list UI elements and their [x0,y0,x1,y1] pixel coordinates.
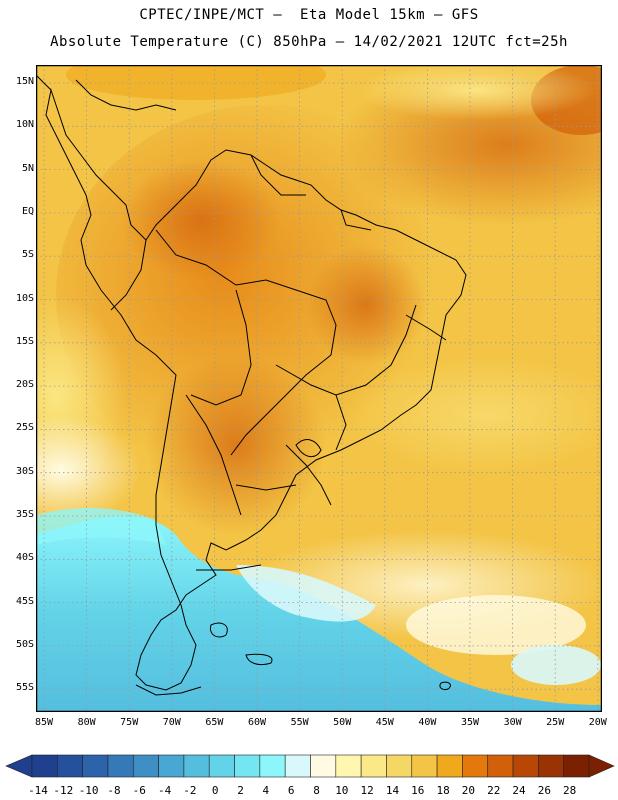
latitude-label: 40S [15,552,34,564]
colorbar-tick-label: 2 [237,784,244,797]
colorbar-tick-label: -12 [53,784,74,797]
colorbar-swatch [360,754,387,778]
colorbar [5,754,615,778]
light-cold-southeast [511,645,601,685]
colorbar-swatch [208,754,235,778]
cream-zone-southeast [406,595,586,655]
colorbar-swatch [31,754,58,778]
latitude-label: 10S [15,292,34,304]
longitude-label: 45W [375,717,394,728]
longitude-label: 85W [34,717,54,728]
temperature-map [36,65,602,712]
colorbar-tick-label: 24 [512,784,526,797]
colorbar-tick-label: 10 [335,784,349,797]
light-cold-patagonia [236,565,376,622]
colorbar-tick-label: 16 [411,784,425,797]
colorbar-swatch [158,754,185,778]
longitude-label: 50W [333,717,352,728]
longitude-label: 55W [290,717,309,728]
colorbar-swatch [284,754,311,778]
latitude-label: 50S [15,638,34,650]
warm-zone-amazon [121,160,281,280]
longitude-label: 30W [503,717,522,728]
cold-zone-pacific-edge [36,508,166,545]
longitude-label: 25W [546,717,565,728]
coastline [36,74,467,696]
map-border [36,65,602,712]
colorbar-tick-label: 8 [313,784,320,797]
colorbar-tick-label: 6 [287,784,295,797]
colorbar-tick-label: -2 [183,784,197,797]
latitude-label: 25S [15,422,34,434]
map-title-line-2: Absolute Temperature (C) 850hPa – 14/02/… [50,34,568,50]
warm-zone-brazil [306,245,426,365]
latitude-label: 45S [15,595,34,607]
latitude-label: 15N [15,76,34,87]
latitude-label: 35S [15,509,34,520]
colorbar-swatch [563,754,590,778]
colorbar-swatch [386,754,413,778]
longitude-label: 60W [247,717,267,728]
colorbar-tick-label: -14 [28,784,48,797]
colorbar-tick-label: -8 [107,784,121,797]
colorbar-tick-label: -6 [132,784,146,797]
cool-band-caribbean [356,65,596,120]
longitude-label: 80W [77,717,96,728]
latitude-label: 5S [21,249,34,261]
colorbar-swatch [411,754,438,778]
cool-zone-south-atlantic [346,355,602,475]
colorbar-swatch [436,754,463,778]
colorbar-tick-label: 28 [563,784,577,797]
colorbar-swatch [82,754,109,778]
longitude-label: 70W [162,717,181,728]
colorbar-swatch [538,754,564,778]
caribbean-band [66,65,326,100]
latitude-label: EQ [21,205,34,217]
colorbar-swatch [462,754,489,778]
colorbar-swatch [310,754,337,778]
colorbar-min-arrow [5,754,33,778]
colorbar-swatch [107,754,134,778]
colorbar-tick-label: 4 [262,784,270,797]
colorbar-swatch [335,754,362,778]
colorbar-swatch [132,754,159,778]
latitude-label: 10N [15,119,34,131]
latitude-label: 55S [15,682,34,694]
colorbar-tick-label: 26 [537,784,551,797]
colorbar-swatch [57,754,83,778]
latitude-label: 20S [15,379,34,391]
longitude-label: 65W [205,717,224,728]
colorbar-tick-label: 14 [385,784,400,797]
colorbar-tick-label: -4 [157,784,172,797]
latitude-label: 15S [15,335,34,347]
colorbar-swatch [487,754,514,778]
longitude-label: 40W [418,717,437,728]
colorbar-tick-label: 18 [436,784,450,797]
latitude-label: 30S [15,465,34,477]
colorbar-tick-label: 22 [487,784,501,797]
colorbar-swatch [183,754,210,778]
colorbar-tick-label: 12 [360,784,374,797]
map-title-line-1: CPTEC/INPE/MCT – Eta Model 15km – GFS [139,7,479,23]
longitude-label: 35W [460,717,480,728]
colorbar-tick-label: -10 [78,784,99,797]
colorbar-swatch [512,754,539,778]
colorbar-tick-label: 20 [461,784,476,797]
latitude-label: 5N [21,162,34,174]
colorbar-tick-label: 0 [211,784,219,797]
colorbar-swatch [234,754,261,778]
colorbar-max-arrow [588,754,615,778]
cream-zone-west [36,415,141,525]
longitude-label: 75W [120,717,139,728]
colorbar-swatch [259,754,286,778]
longitude-label: 20W [588,717,607,728]
